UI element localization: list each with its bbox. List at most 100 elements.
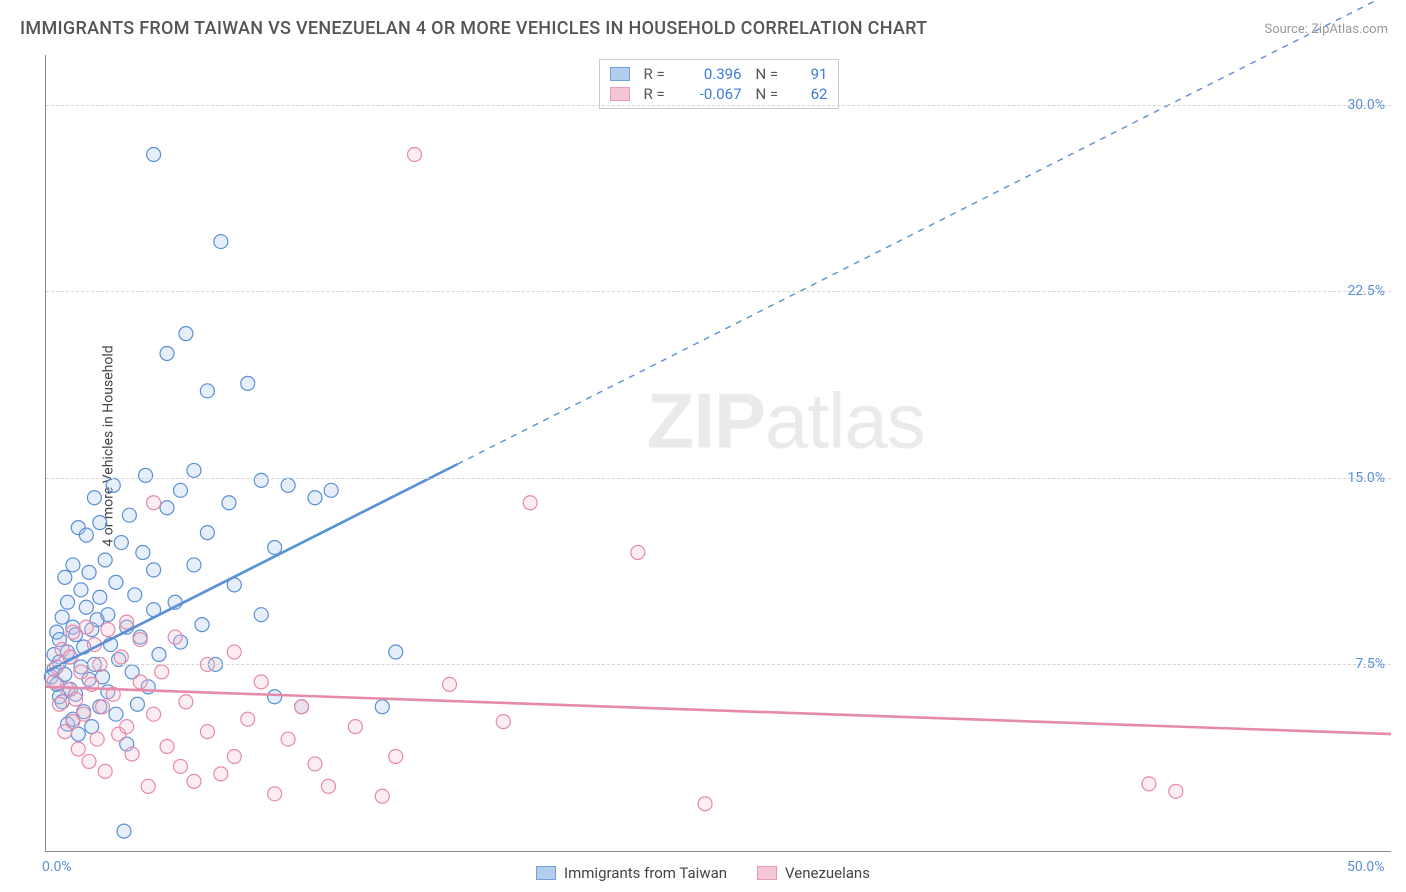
scatter-point [87, 491, 101, 505]
scatter-point [109, 575, 123, 589]
scatter-point [174, 759, 188, 773]
scatter-point [147, 148, 161, 162]
scatter-point [408, 148, 422, 162]
legend-swatch [757, 866, 777, 880]
scatter-point [114, 536, 128, 550]
scatter-point [74, 665, 88, 679]
legend-correlation-row: R =0.396N =91 [610, 64, 828, 84]
correlation-legend: R =0.396N =91R =-0.067N =62 [599, 59, 839, 109]
scatter-point [268, 541, 282, 555]
scatter-point [1142, 777, 1156, 791]
chart-plot-area: ZIPatlas R =0.396N =91R =-0.067N =62 7.5… [45, 55, 1391, 852]
scatter-point [698, 797, 712, 811]
scatter-point [200, 526, 214, 540]
scatter-point [120, 615, 134, 629]
regression-line [46, 464, 458, 672]
scatter-point [136, 546, 150, 560]
chart-title: IMMIGRANTS FROM TAIWAN VS VENEZUELAN 4 O… [20, 18, 927, 39]
scatter-point [321, 779, 335, 793]
scatter-point [348, 720, 362, 734]
scatter-point [281, 732, 295, 746]
legend-r-value: -0.067 [688, 85, 742, 103]
scatter-point [496, 715, 510, 729]
scatter-point [631, 546, 645, 560]
scatter-point [295, 700, 309, 714]
scatter-point [71, 742, 85, 756]
scatter-point [241, 376, 255, 390]
scatter-point [117, 824, 131, 838]
legend-r-value: 0.396 [688, 65, 742, 83]
gridline [46, 664, 1391, 665]
scatter-point [200, 384, 214, 398]
scatter-point [79, 600, 93, 614]
scatter-point [187, 463, 201, 477]
scatter-point [324, 483, 338, 497]
scatter-point [187, 774, 201, 788]
scatter-point [120, 720, 134, 734]
regression-line [46, 687, 1391, 734]
scatter-point [133, 633, 147, 647]
legend-swatch [610, 87, 630, 101]
scatter-point [139, 468, 153, 482]
y-tick-label: 22.5% [1347, 283, 1385, 299]
scatter-point [79, 528, 93, 542]
scatter-point [130, 697, 144, 711]
scatter-point [98, 764, 112, 778]
scatter-point [179, 327, 193, 341]
scatter-point [268, 787, 282, 801]
scatter-point [241, 712, 255, 726]
legend-n-label: N = [756, 85, 786, 103]
scatter-point [160, 347, 174, 361]
scatter-point [389, 645, 403, 659]
legend-r-label: R = [644, 85, 674, 103]
x-tick-label: 50.0% [1347, 859, 1385, 875]
scatter-point [98, 553, 112, 567]
scatter-point [147, 563, 161, 577]
scatter-point [375, 700, 389, 714]
scatter-point [152, 647, 166, 661]
legend-r-label: R = [644, 65, 674, 83]
chart-svg [46, 55, 1391, 851]
scatter-point [168, 630, 182, 644]
scatter-point [389, 749, 403, 763]
scatter-point [61, 595, 75, 609]
scatter-point [268, 690, 282, 704]
scatter-point [101, 608, 115, 622]
legend-n-value: 91 [800, 65, 828, 83]
scatter-point [125, 747, 139, 761]
scatter-point [58, 570, 72, 584]
source-link[interactable]: ZipAtlas.com [1311, 22, 1388, 37]
legend-series-label: Immigrants from Taiwan [564, 864, 727, 882]
legend-series-item: Venezuelans [757, 864, 870, 882]
legend-swatch [610, 67, 630, 81]
scatter-point [195, 618, 209, 632]
scatter-point [66, 558, 80, 572]
scatter-point [95, 700, 109, 714]
scatter-point [52, 697, 66, 711]
scatter-point [443, 677, 457, 691]
scatter-point [114, 650, 128, 664]
scatter-point [55, 610, 69, 624]
scatter-point [227, 749, 241, 763]
scatter-point [141, 779, 155, 793]
scatter-point [254, 675, 268, 689]
scatter-point [66, 625, 80, 639]
source-prefix: Source: [1264, 22, 1311, 37]
scatter-point [254, 608, 268, 622]
legend-correlation-row: R =-0.067N =62 [610, 84, 828, 104]
scatter-point [174, 483, 188, 497]
scatter-point [155, 665, 169, 679]
scatter-point [179, 695, 193, 709]
scatter-point [122, 508, 136, 522]
scatter-point [69, 692, 83, 706]
scatter-point [101, 623, 115, 637]
gridline [46, 105, 1391, 106]
scatter-point [160, 740, 174, 754]
scatter-point [308, 757, 322, 771]
scatter-point [214, 235, 228, 249]
scatter-point [128, 588, 142, 602]
scatter-point [375, 789, 389, 803]
scatter-point [523, 496, 537, 510]
y-tick-label: 15.0% [1347, 470, 1385, 486]
scatter-point [77, 707, 91, 721]
